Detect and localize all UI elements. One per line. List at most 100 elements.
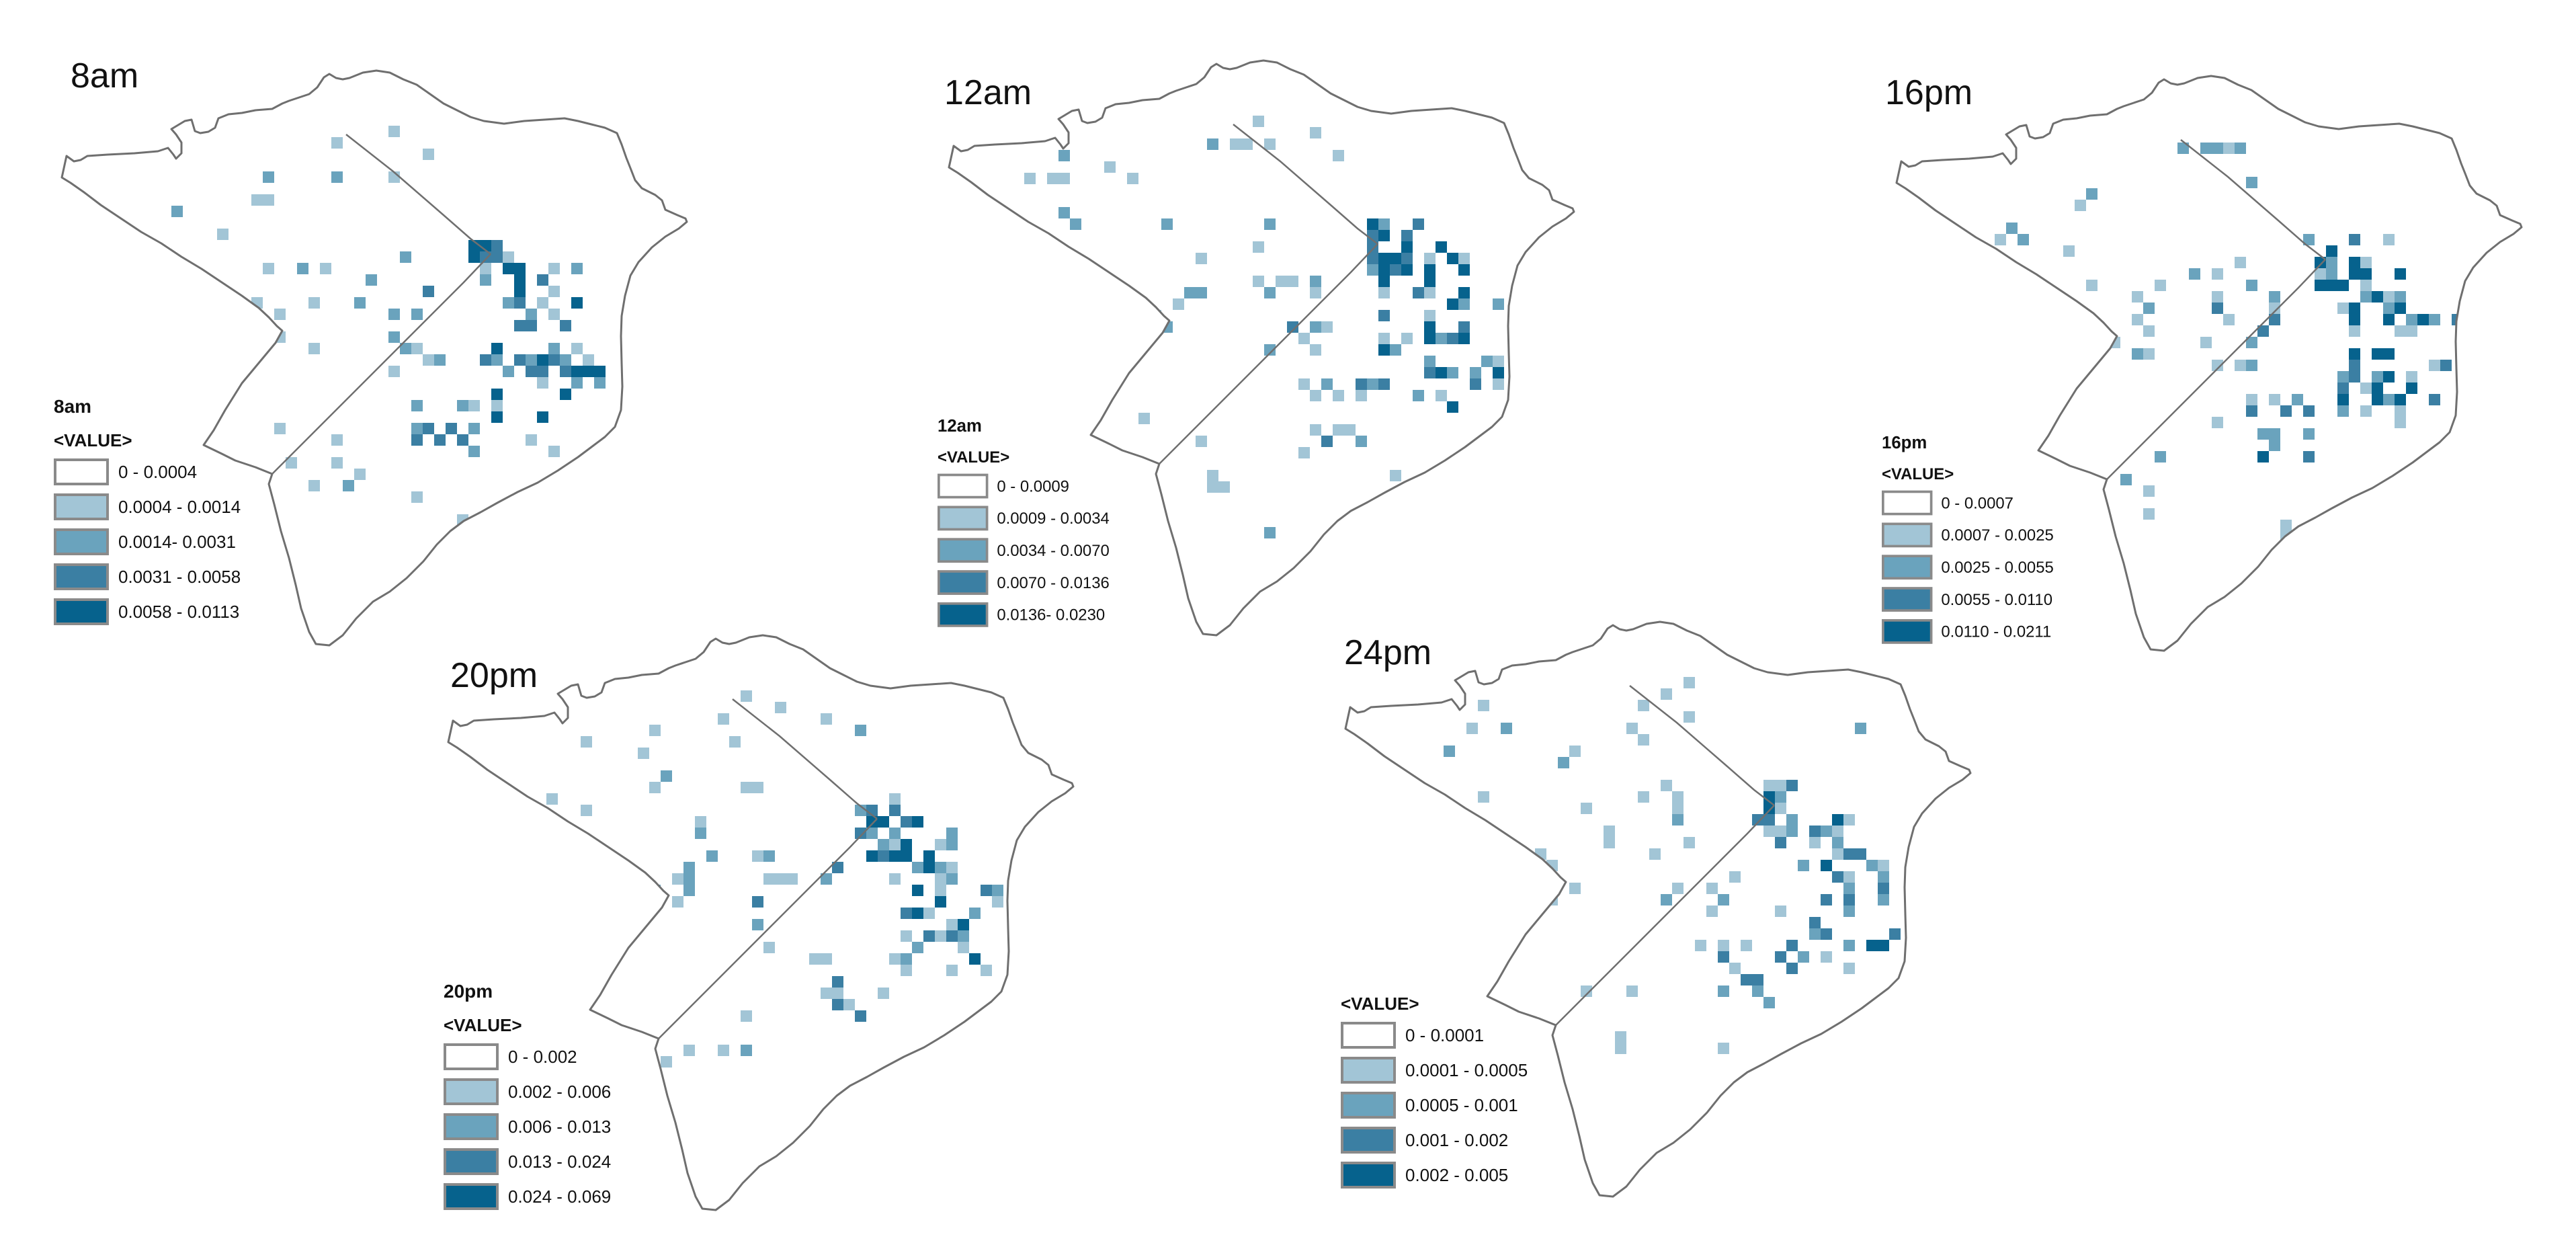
grid-cell: [683, 1045, 695, 1056]
map-panel-24pm: 24pm <VALUE> 0 - 0.0001 0.0001 - 0.0005 0.00…: [1341, 620, 1972, 1198]
grid-cell: [763, 873, 775, 885]
grid-cell: [1253, 276, 1264, 287]
grid-cell: [1706, 883, 1718, 894]
grid-cell: [923, 908, 935, 919]
grid-cell: [1458, 253, 1470, 264]
grid-cell: [1786, 963, 1798, 974]
grid-cell: [2303, 451, 2315, 462]
grid-cell: [2372, 291, 2383, 303]
grid-cell: [526, 309, 537, 320]
density-grid-24pm: [1444, 677, 1901, 1111]
grid-cell: [935, 873, 946, 885]
grid-cell: [1775, 906, 1786, 917]
grid-cell: [1367, 264, 1378, 276]
grid-cell: [1378, 333, 1390, 344]
grid-cell: [400, 343, 411, 354]
grid-cell: [2440, 360, 2452, 371]
grid-cell: [2075, 200, 2086, 211]
grid-cell: [889, 839, 901, 850]
grid-cell: [251, 194, 263, 206]
legend-field-label: <VALUE>: [54, 430, 132, 450]
legend-swatch: [938, 473, 989, 499]
grid-cell: [1821, 951, 1832, 963]
grid-cell: [2246, 280, 2257, 291]
grid-cell: [2315, 257, 2326, 268]
grid-cell: [969, 908, 981, 919]
legend-label: 0.0110 - 0.0211: [1941, 623, 2051, 641]
grid-cell: [1378, 276, 1390, 287]
grid-cell: [2212, 417, 2223, 428]
grid-cell: [560, 389, 571, 400]
grid-cell: [843, 999, 855, 1010]
grid-cell: [594, 377, 606, 389]
grid-cell: [1458, 287, 1470, 298]
grid-cell: [1378, 253, 1390, 264]
grid-cell: [1424, 367, 1436, 378]
grid-cell: [1798, 951, 1809, 963]
grid-cell: [1470, 367, 1481, 378]
grid-cell: [718, 713, 729, 725]
legend-field-label: <VALUE>: [938, 448, 1009, 467]
grid-cell: [2383, 371, 2395, 383]
grid-cell: [2235, 360, 2246, 371]
legend-label: 0 - 0.002: [508, 1047, 577, 1067]
grid-cell: [583, 366, 594, 377]
grid-cell: [912, 885, 923, 896]
density-grid-8am: [149, 126, 606, 537]
grid-cell: [263, 194, 274, 206]
grid-cell: [434, 354, 446, 366]
grid-cell: [503, 366, 514, 377]
grid-cell: [537, 411, 548, 423]
grid-cell: [1672, 791, 1684, 803]
grid-cell: [752, 782, 763, 793]
grid-cell: [1241, 138, 1253, 150]
grid-cell: [1604, 837, 1615, 848]
grid-cell: [1356, 436, 1367, 447]
grid-cell: [878, 839, 889, 850]
grid-cell: [1333, 390, 1344, 401]
map-panel-12am: 12am 12am <VALUE> 0 - 0.0009 0.0009 - 0.0034…: [938, 59, 1575, 637]
grid-cell: [1230, 138, 1241, 150]
grid-cell: [1672, 803, 1684, 814]
grid-cell: [649, 725, 661, 736]
grid-cell: [581, 805, 592, 816]
legend-label: 0.002 - 0.006: [508, 1082, 611, 1102]
grid-cell: [2269, 314, 2280, 325]
legend-swatch: [1341, 1127, 1396, 1154]
grid-cell: [514, 297, 526, 309]
grid-cell: [958, 930, 969, 942]
grid-cell: [1775, 951, 1786, 963]
grid-cell: [514, 274, 526, 286]
legend-title: 8am: [54, 396, 91, 417]
grid-cell: [2246, 337, 2257, 348]
grid-cell: [457, 400, 468, 411]
grid-cell: [480, 274, 491, 286]
grid-cell: [946, 828, 958, 839]
grid-cell: [2360, 405, 2372, 417]
grid-cell: [1424, 356, 1436, 367]
grid-cell: [1638, 734, 1649, 746]
grid-cell: [1298, 447, 1310, 458]
grid-cell: [1684, 837, 1695, 848]
grid-cell: [537, 274, 548, 286]
grid-cell: [695, 828, 706, 839]
grid-cell: [1401, 333, 1413, 344]
grid-cell: [1424, 333, 1436, 344]
grid-cell: [1401, 230, 1413, 241]
grid-cell: [1878, 860, 1889, 871]
grid-cell: [1684, 711, 1695, 723]
grid-cell: [503, 251, 514, 263]
grid-cell: [2383, 234, 2395, 245]
grid-cell: [1447, 253, 1458, 264]
grid-cell: [1104, 161, 1116, 173]
grid-cell: [741, 1010, 752, 1022]
grid-cell: [1866, 940, 1878, 951]
grid-cell: [274, 423, 286, 434]
grid-cell: [411, 434, 423, 446]
grid-cell: [866, 828, 878, 839]
grid-cell: [537, 377, 548, 389]
grid-cell: [2395, 268, 2406, 280]
grid-cell: [1390, 344, 1401, 356]
grid-cell: [2246, 394, 2257, 405]
grid-cell: [2337, 383, 2349, 394]
